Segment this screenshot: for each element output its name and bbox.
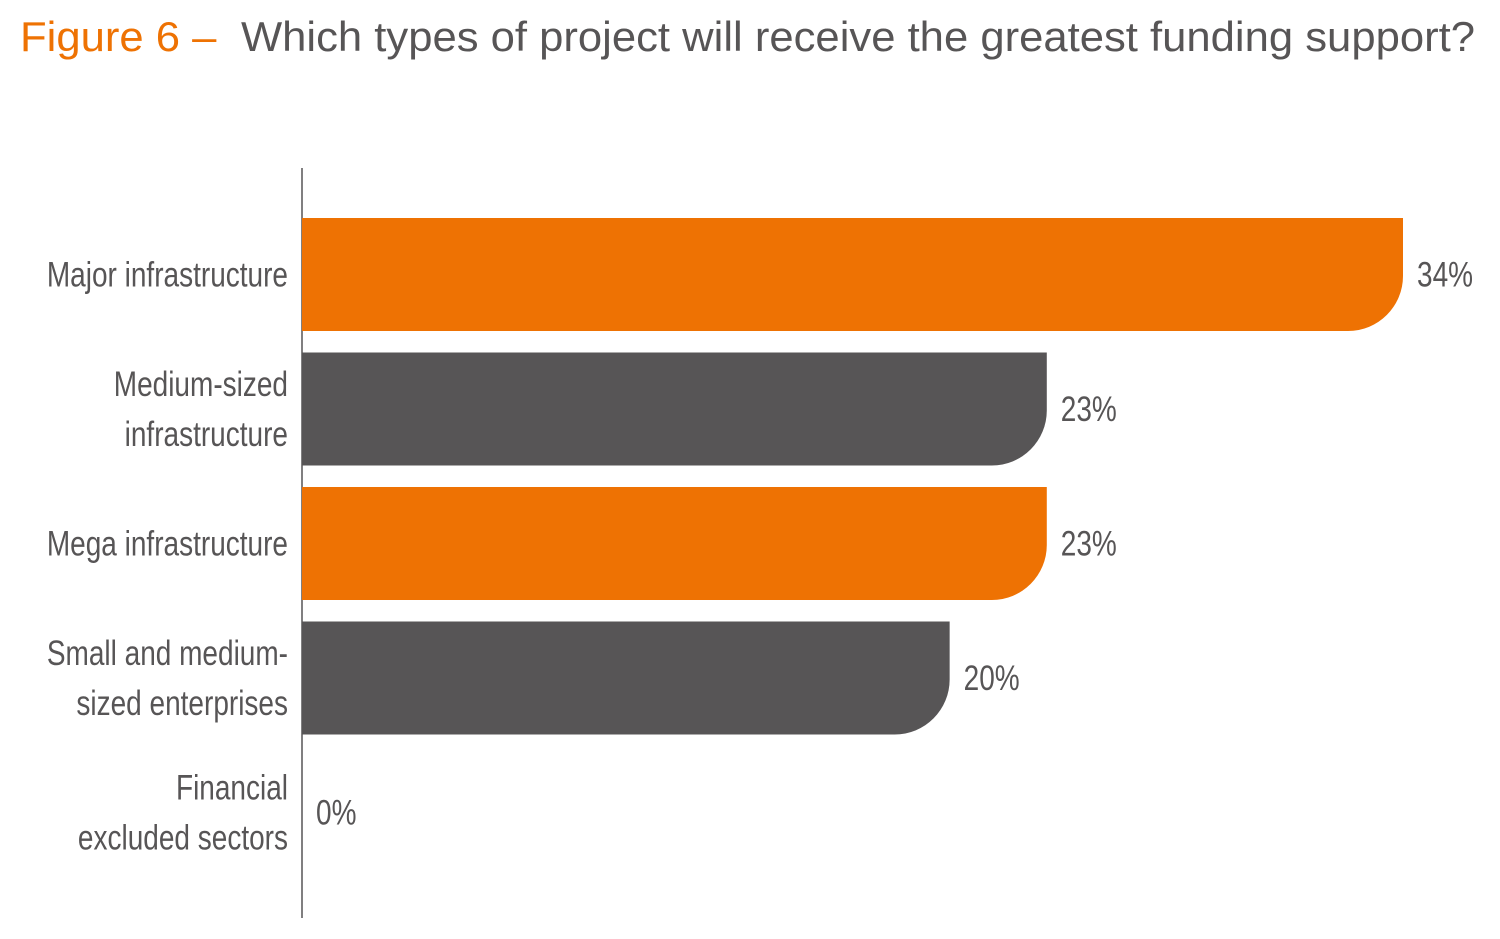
category-label: Financial xyxy=(176,767,288,807)
category-label: Major infrastructure xyxy=(47,254,288,294)
title-text: Which types of project will receive the … xyxy=(241,13,1475,60)
bar xyxy=(302,218,1403,331)
value-label: 23% xyxy=(1061,523,1117,563)
category-label: Medium-sized xyxy=(114,364,288,404)
category-label: sized enterprises xyxy=(76,683,288,723)
figure-number: Figure 6 – xyxy=(20,13,217,60)
value-label: 34% xyxy=(1417,254,1473,294)
chart-title: Figure 6 – Which types of project will r… xyxy=(20,13,1475,60)
value-label: 20% xyxy=(964,658,1020,698)
value-label: 0% xyxy=(316,792,356,832)
bars-group: Major infrastructure 34% Medium-sized infra… xyxy=(47,218,1473,857)
value-label: 23% xyxy=(1061,389,1117,429)
category-label: excluded sectors xyxy=(78,817,288,857)
bar xyxy=(302,352,1047,466)
category-label: Mega infrastructure xyxy=(47,523,288,563)
category-label: infrastructure xyxy=(125,414,288,454)
category-label: Small and medium- xyxy=(47,633,288,673)
bar xyxy=(302,487,1047,600)
bar xyxy=(302,621,950,735)
